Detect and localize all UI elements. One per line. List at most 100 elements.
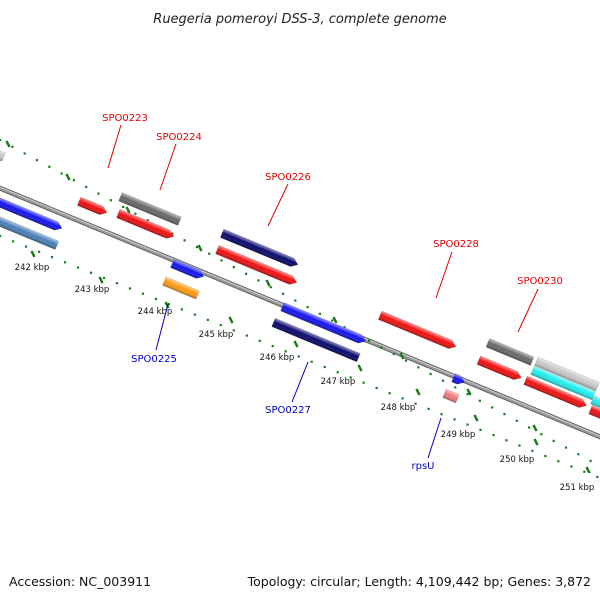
ruler-dot xyxy=(294,299,297,302)
gene-spo0230 xyxy=(485,338,535,366)
ruler-dot xyxy=(492,433,495,437)
leader-line xyxy=(427,417,442,459)
upper-tick xyxy=(332,316,338,324)
ruler-dot xyxy=(37,250,41,253)
ruler-dot xyxy=(557,460,560,463)
tick-label: 244 kbp xyxy=(138,307,173,317)
leader-line xyxy=(159,143,177,191)
gene-label-spo0223: SPO0223 xyxy=(102,113,148,124)
ruler-dot xyxy=(375,386,378,390)
lower-tick xyxy=(585,466,591,474)
ruler-dot xyxy=(180,308,183,311)
ruler-dot xyxy=(380,346,383,349)
ruler-dot xyxy=(362,381,365,384)
ruler-dot xyxy=(11,240,15,243)
ruler-dot xyxy=(392,352,395,356)
tick-label: 245 kbp xyxy=(199,330,234,340)
gene-leaders xyxy=(107,124,539,459)
ruler-dot xyxy=(141,292,145,295)
ruler-dot xyxy=(336,371,339,374)
gene-red-edge xyxy=(588,405,600,419)
leader-line xyxy=(155,303,169,351)
ruler-dot xyxy=(401,397,404,400)
gene-red-d xyxy=(523,375,587,408)
gene-red-a xyxy=(116,208,175,239)
ruler-dot xyxy=(102,276,106,280)
gene-spo0223 xyxy=(77,196,108,215)
upper-tick xyxy=(399,352,405,360)
ruler-dot xyxy=(63,261,67,264)
ruler-dot xyxy=(323,365,326,369)
ruler-dot xyxy=(171,232,174,235)
ruler-dot xyxy=(0,235,2,238)
ruler-dot xyxy=(404,359,408,362)
ruler-dot xyxy=(24,245,28,248)
gene-spo0226 xyxy=(220,228,299,267)
ruler-dot xyxy=(220,259,223,262)
gene-label-spo0225: SPO0225 xyxy=(131,354,177,365)
ruler-dot xyxy=(232,265,235,269)
ruler-dot xyxy=(297,355,300,358)
gene-label-spo0226: SPO0226 xyxy=(265,172,311,183)
tick-label: 242 kbp xyxy=(15,263,50,273)
ruler-dot xyxy=(306,306,309,309)
ruler-dot xyxy=(343,326,346,329)
ruler-dot xyxy=(564,446,568,449)
tick-label: 248 kbp xyxy=(381,403,416,413)
gene-left-gray xyxy=(0,148,6,162)
ruler-dot xyxy=(478,399,481,402)
ruler-dot xyxy=(531,449,534,452)
gene-labels: SPO0223 SPO0224 SPO0226 SPO0228 SPO0230 … xyxy=(102,113,563,472)
ruler-dot xyxy=(479,428,482,431)
tick-label: 251 kbp xyxy=(560,483,595,493)
leader-line xyxy=(267,183,289,227)
ruler-dot xyxy=(505,439,508,442)
ruler-dot xyxy=(128,287,132,290)
lower-tick xyxy=(164,301,170,309)
ruler-dot xyxy=(318,312,322,315)
gene-cyan-edge xyxy=(590,395,600,409)
ruler-dot xyxy=(97,192,100,195)
leader-line xyxy=(435,251,453,299)
tick-label: 246 kbp xyxy=(260,353,295,363)
ruler-dot xyxy=(466,392,469,396)
gene-spo0228 xyxy=(378,310,457,349)
ruler-dot xyxy=(35,159,39,162)
ruler-dot xyxy=(281,292,285,295)
gene-label-spo0227: SPO0227 xyxy=(265,405,311,416)
upper-tick xyxy=(197,244,203,252)
gene-spo0224 xyxy=(118,192,182,226)
gene-spo0227 xyxy=(271,317,361,363)
lower-tick xyxy=(415,388,421,396)
tick-label: 250 kbp xyxy=(500,455,535,465)
ruler-dot xyxy=(195,245,199,249)
ruler-dot xyxy=(89,271,93,274)
ruler-dot xyxy=(245,334,248,337)
ruler-dot xyxy=(570,465,573,468)
ruler-dot xyxy=(115,282,119,285)
ruler-dot xyxy=(245,272,248,275)
upper-tick xyxy=(532,424,538,432)
leader-line xyxy=(107,124,122,169)
ruler-dot xyxy=(219,324,222,327)
gene-lightgray xyxy=(534,356,600,392)
tick-label: 247 kbp xyxy=(321,377,356,387)
ruler-dot xyxy=(331,319,334,322)
ruler-dot xyxy=(310,360,313,363)
ruler-dot xyxy=(349,376,352,379)
gene-rpsu xyxy=(442,388,460,404)
ruler-dot xyxy=(50,255,54,259)
ruler-dot xyxy=(122,205,125,209)
gene-label-spo0230: SPO0230 xyxy=(517,276,563,287)
ruler-dot xyxy=(544,454,547,458)
ruler-dot xyxy=(503,413,506,416)
gene-left-steel xyxy=(0,210,60,250)
ruler-dot xyxy=(232,329,235,332)
ruler-dot xyxy=(167,303,170,306)
ruler-dot xyxy=(454,386,457,389)
tick-label: 243 kbp xyxy=(75,285,110,295)
ruler-dot xyxy=(589,459,592,463)
ruler-dot xyxy=(258,339,261,342)
ruler-dot xyxy=(23,152,26,155)
